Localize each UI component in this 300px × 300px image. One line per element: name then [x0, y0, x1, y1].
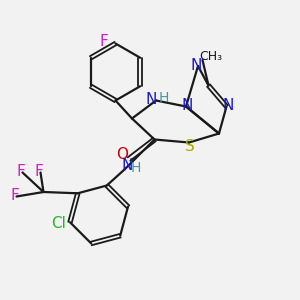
Text: S: S: [185, 139, 195, 154]
Text: O: O: [116, 147, 128, 162]
Text: CH₃: CH₃: [199, 50, 222, 63]
Text: F: F: [99, 34, 108, 50]
Text: N: N: [191, 58, 202, 73]
Text: H: H: [131, 161, 141, 175]
Text: H: H: [159, 91, 169, 105]
Text: F: F: [16, 164, 26, 178]
Text: N: N: [121, 158, 133, 172]
Text: N: N: [181, 98, 193, 113]
Text: Cl: Cl: [51, 216, 66, 231]
Text: F: F: [34, 164, 43, 178]
Text: F: F: [11, 188, 20, 202]
Text: N: N: [222, 98, 234, 113]
Text: N: N: [146, 92, 157, 107]
